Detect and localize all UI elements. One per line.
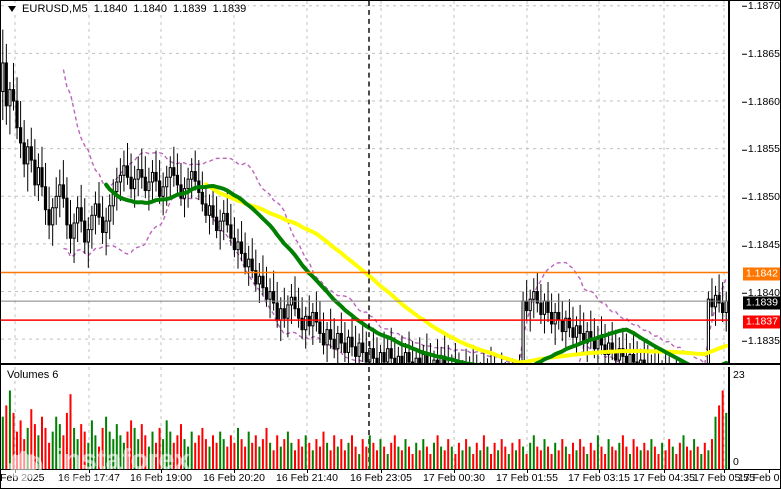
ohlc-open: 1.1840 [93,3,128,15]
time-tick-label: 16 Feb 19:00 [130,472,192,484]
time-axis: 16 Feb 2025 16 Feb 17:47 16 Feb 19:00 16 Fe… [1,469,780,488]
price-chart-pane[interactable]: 1.1870 1.1865 1.1860 1.1855 1.1850 1.1845 1.18… [1,1,780,365]
time-tick-label: 16 Feb 2025 [1,472,45,484]
price-level-badge-red[interactable]: 1.1837 [742,315,780,329]
price-tick-label: 1.1865 [741,48,780,59]
time-tick-mark [307,470,308,473]
volume-scale-min: 0 [733,455,739,468]
time-tick-label: 17 Feb 00:30 [423,472,485,484]
price-tick-mark [741,5,747,7]
price-tick-mark [741,149,747,151]
volume-chart-canvas [1,367,728,469]
time-tick-mark [664,470,665,473]
time-tick-label: 17 Feb 05:55 [693,472,755,484]
time-tick-label: 16 Feb 21:40 [276,472,338,484]
volume-scale-max: 23 [733,369,745,381]
price-tick-label: 1.1855 [741,144,780,155]
time-tick-label: 17 Feb 03:15 [568,472,630,484]
price-level-badge-black[interactable]: 1.1839 [742,296,780,310]
price-plot-area[interactable] [1,1,728,363]
volume-indicator-label: Volumes 6 [7,369,59,381]
price-tick-label: 1.1835 [741,336,780,347]
price-tick-mark [741,341,747,343]
time-tick-mark [769,470,770,473]
price-tick-label: 1.1870 [741,1,780,11]
price-tick-mark [741,53,747,55]
time-tick-mark [724,470,725,473]
price-tick-mark [741,197,747,199]
time-tick-mark [599,470,600,473]
price-tick-mark [741,101,747,103]
ohlc-low: 1.1839 [173,3,207,15]
time-tick-label: 16 Feb 23:05 [350,472,412,484]
price-tick-label: 1.1840 [741,288,780,299]
price-tick-label: 1.1860 [741,96,780,107]
time-tick-mark [89,470,90,473]
symbol-period-label: EURUSD,M5 [22,3,88,15]
volume-scale: 23 0 [728,367,780,469]
time-tick-label: 17 Feb 07:15 [738,472,780,484]
volume-plot-area[interactable] [1,367,728,469]
time-tick-mark [527,470,528,473]
time-tick-mark [381,470,382,473]
time-tick-label: 17 Feb 01:55 [496,472,558,484]
ohlc-values: 1.1840 1.1840 1.1839 1.1839 [94,3,247,15]
time-tick-mark [454,470,455,473]
price-tick-mark [741,245,747,247]
time-tick-mark [234,470,235,473]
price-tick-mark [741,293,747,295]
chart-header: EURUSD,M5 1.1840 1.1840 1.1839 1.1839 [6,3,249,15]
price-scale[interactable]: 1.1870 1.1865 1.1860 1.1855 1.1850 1.1845 1.18… [728,1,780,363]
triangle-down-icon[interactable] [8,6,16,12]
volume-indicator-pane[interactable]: 23 0 Volumes 6 [1,367,780,469]
price-chart-canvas [1,1,728,363]
price-level-badge-orange[interactable]: 1.1842 [742,267,780,281]
time-tick-label: 16 Feb 20:20 [203,472,265,484]
time-tick-label: 17 Feb 04:35 [633,472,695,484]
ohlc-high: 1.1840 [133,3,167,15]
time-tick-mark [161,470,162,473]
ohlc-close: 1.1839 [212,3,247,15]
time-tick-label: 16 Feb 17:47 [58,472,120,484]
price-tick-label: 1.1845 [741,240,780,251]
price-tick-label: 1.1850 [741,192,780,203]
